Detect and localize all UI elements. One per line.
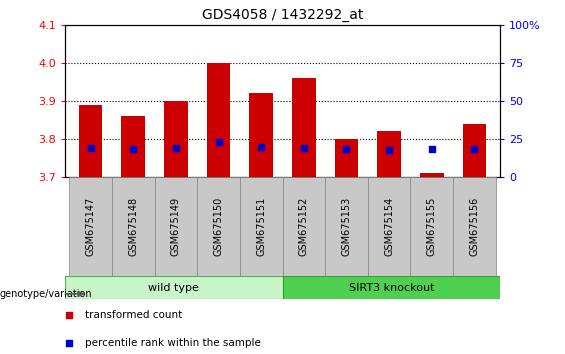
Bar xyxy=(155,177,197,276)
Bar xyxy=(325,177,368,276)
Bar xyxy=(377,131,401,177)
Bar xyxy=(368,177,410,276)
Text: GSM675152: GSM675152 xyxy=(299,197,309,256)
Point xyxy=(86,145,95,151)
Text: genotype/variation: genotype/variation xyxy=(0,289,93,299)
Bar xyxy=(410,177,453,276)
Text: GSM675147: GSM675147 xyxy=(85,197,95,256)
Point xyxy=(342,147,351,152)
Bar xyxy=(65,276,282,299)
Bar xyxy=(164,101,188,177)
Point xyxy=(171,145,180,151)
Point xyxy=(129,146,138,152)
Text: percentile rank within the sample: percentile rank within the sample xyxy=(85,338,260,348)
Point xyxy=(299,145,308,151)
Bar xyxy=(463,124,486,177)
Bar xyxy=(121,116,145,177)
Bar xyxy=(240,177,282,276)
Text: GSM675154: GSM675154 xyxy=(384,197,394,256)
Bar xyxy=(334,139,358,177)
Bar xyxy=(453,177,496,276)
Text: wild type: wild type xyxy=(148,282,199,293)
Point xyxy=(470,147,479,152)
Point xyxy=(385,148,394,153)
Bar xyxy=(197,177,240,276)
Point xyxy=(427,147,436,152)
Text: GSM675149: GSM675149 xyxy=(171,197,181,256)
Bar xyxy=(112,177,155,276)
Text: GSM675151: GSM675151 xyxy=(256,197,266,256)
Bar xyxy=(249,93,273,177)
Bar xyxy=(69,177,112,276)
Title: GDS4058 / 1432292_at: GDS4058 / 1432292_at xyxy=(202,8,363,22)
Text: GSM675156: GSM675156 xyxy=(470,197,480,256)
Text: transformed count: transformed count xyxy=(85,310,182,320)
Text: GSM675150: GSM675150 xyxy=(214,197,224,256)
Point xyxy=(257,144,266,150)
Point xyxy=(318,227,327,233)
Point xyxy=(214,139,223,145)
Bar xyxy=(79,105,102,177)
Bar xyxy=(207,63,231,177)
Text: SIRT3 knockout: SIRT3 knockout xyxy=(349,282,434,293)
Text: GSM675155: GSM675155 xyxy=(427,197,437,256)
Bar xyxy=(420,173,444,177)
Bar xyxy=(292,78,316,177)
Bar xyxy=(282,276,500,299)
Bar xyxy=(282,177,325,276)
Text: GSM675148: GSM675148 xyxy=(128,197,138,256)
Text: GSM675153: GSM675153 xyxy=(341,197,351,256)
